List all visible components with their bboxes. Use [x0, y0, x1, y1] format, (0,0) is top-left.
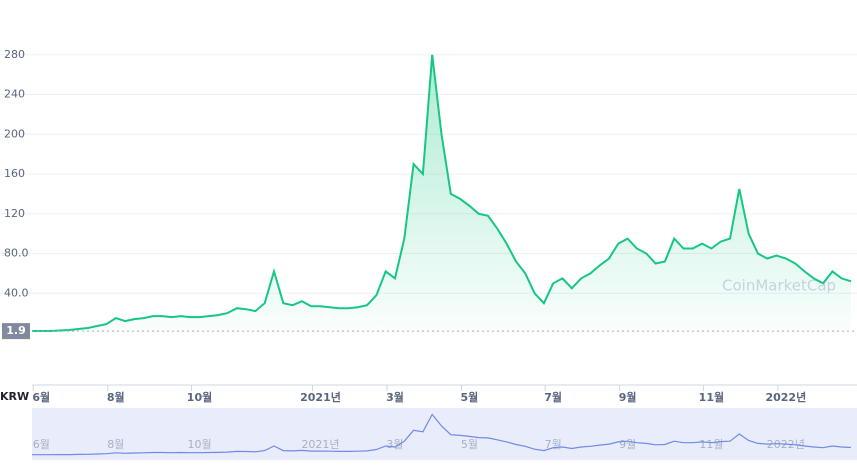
navigator-tick-label: 11월	[699, 438, 723, 451]
marker-box	[2, 323, 30, 340]
x-tick-label: 5월	[461, 390, 479, 404]
x-tick-label: 8월	[107, 390, 125, 404]
navigator	[32, 408, 857, 460]
area	[32, 54, 851, 334]
y-tick-label: 280	[4, 48, 25, 61]
y-tick-label: 160	[4, 167, 25, 180]
x-tick-label: 11월	[699, 390, 724, 404]
price-line	[32, 54, 852, 332]
currency-label: KRW	[0, 390, 29, 403]
x-tick-label: 9월	[619, 390, 637, 404]
y-tick-label: 80.0	[4, 247, 29, 260]
x-tick-label: 2022년	[765, 390, 806, 404]
navigator-line	[32, 413, 852, 456]
y-tick-label: 200	[4, 127, 25, 140]
navigator-tick-label: 5월	[461, 438, 478, 451]
y-tick-label: 120	[4, 207, 25, 220]
y-tick-label: 240	[4, 88, 25, 101]
x-tick-label: 3월	[386, 390, 404, 404]
navigator-tick-label: 8월	[107, 438, 124, 451]
navigator-tick-label: 9월	[619, 438, 636, 451]
navigator-tick-label: 6월	[33, 438, 50, 451]
navigator-tick-label: 3월	[386, 438, 403, 451]
x-tick-label: 2021년	[300, 390, 341, 404]
x-tick-label: 6월	[32, 390, 50, 404]
x-tick-label: 7월	[544, 390, 562, 404]
marker-label: 1.9	[6, 324, 26, 337]
navigator-tick-label: 2021년	[301, 438, 339, 451]
y-tick-label: 40.0	[4, 286, 29, 299]
navigator-tick-label: 10월	[187, 438, 211, 451]
x-tick-label: 10월	[187, 390, 212, 404]
